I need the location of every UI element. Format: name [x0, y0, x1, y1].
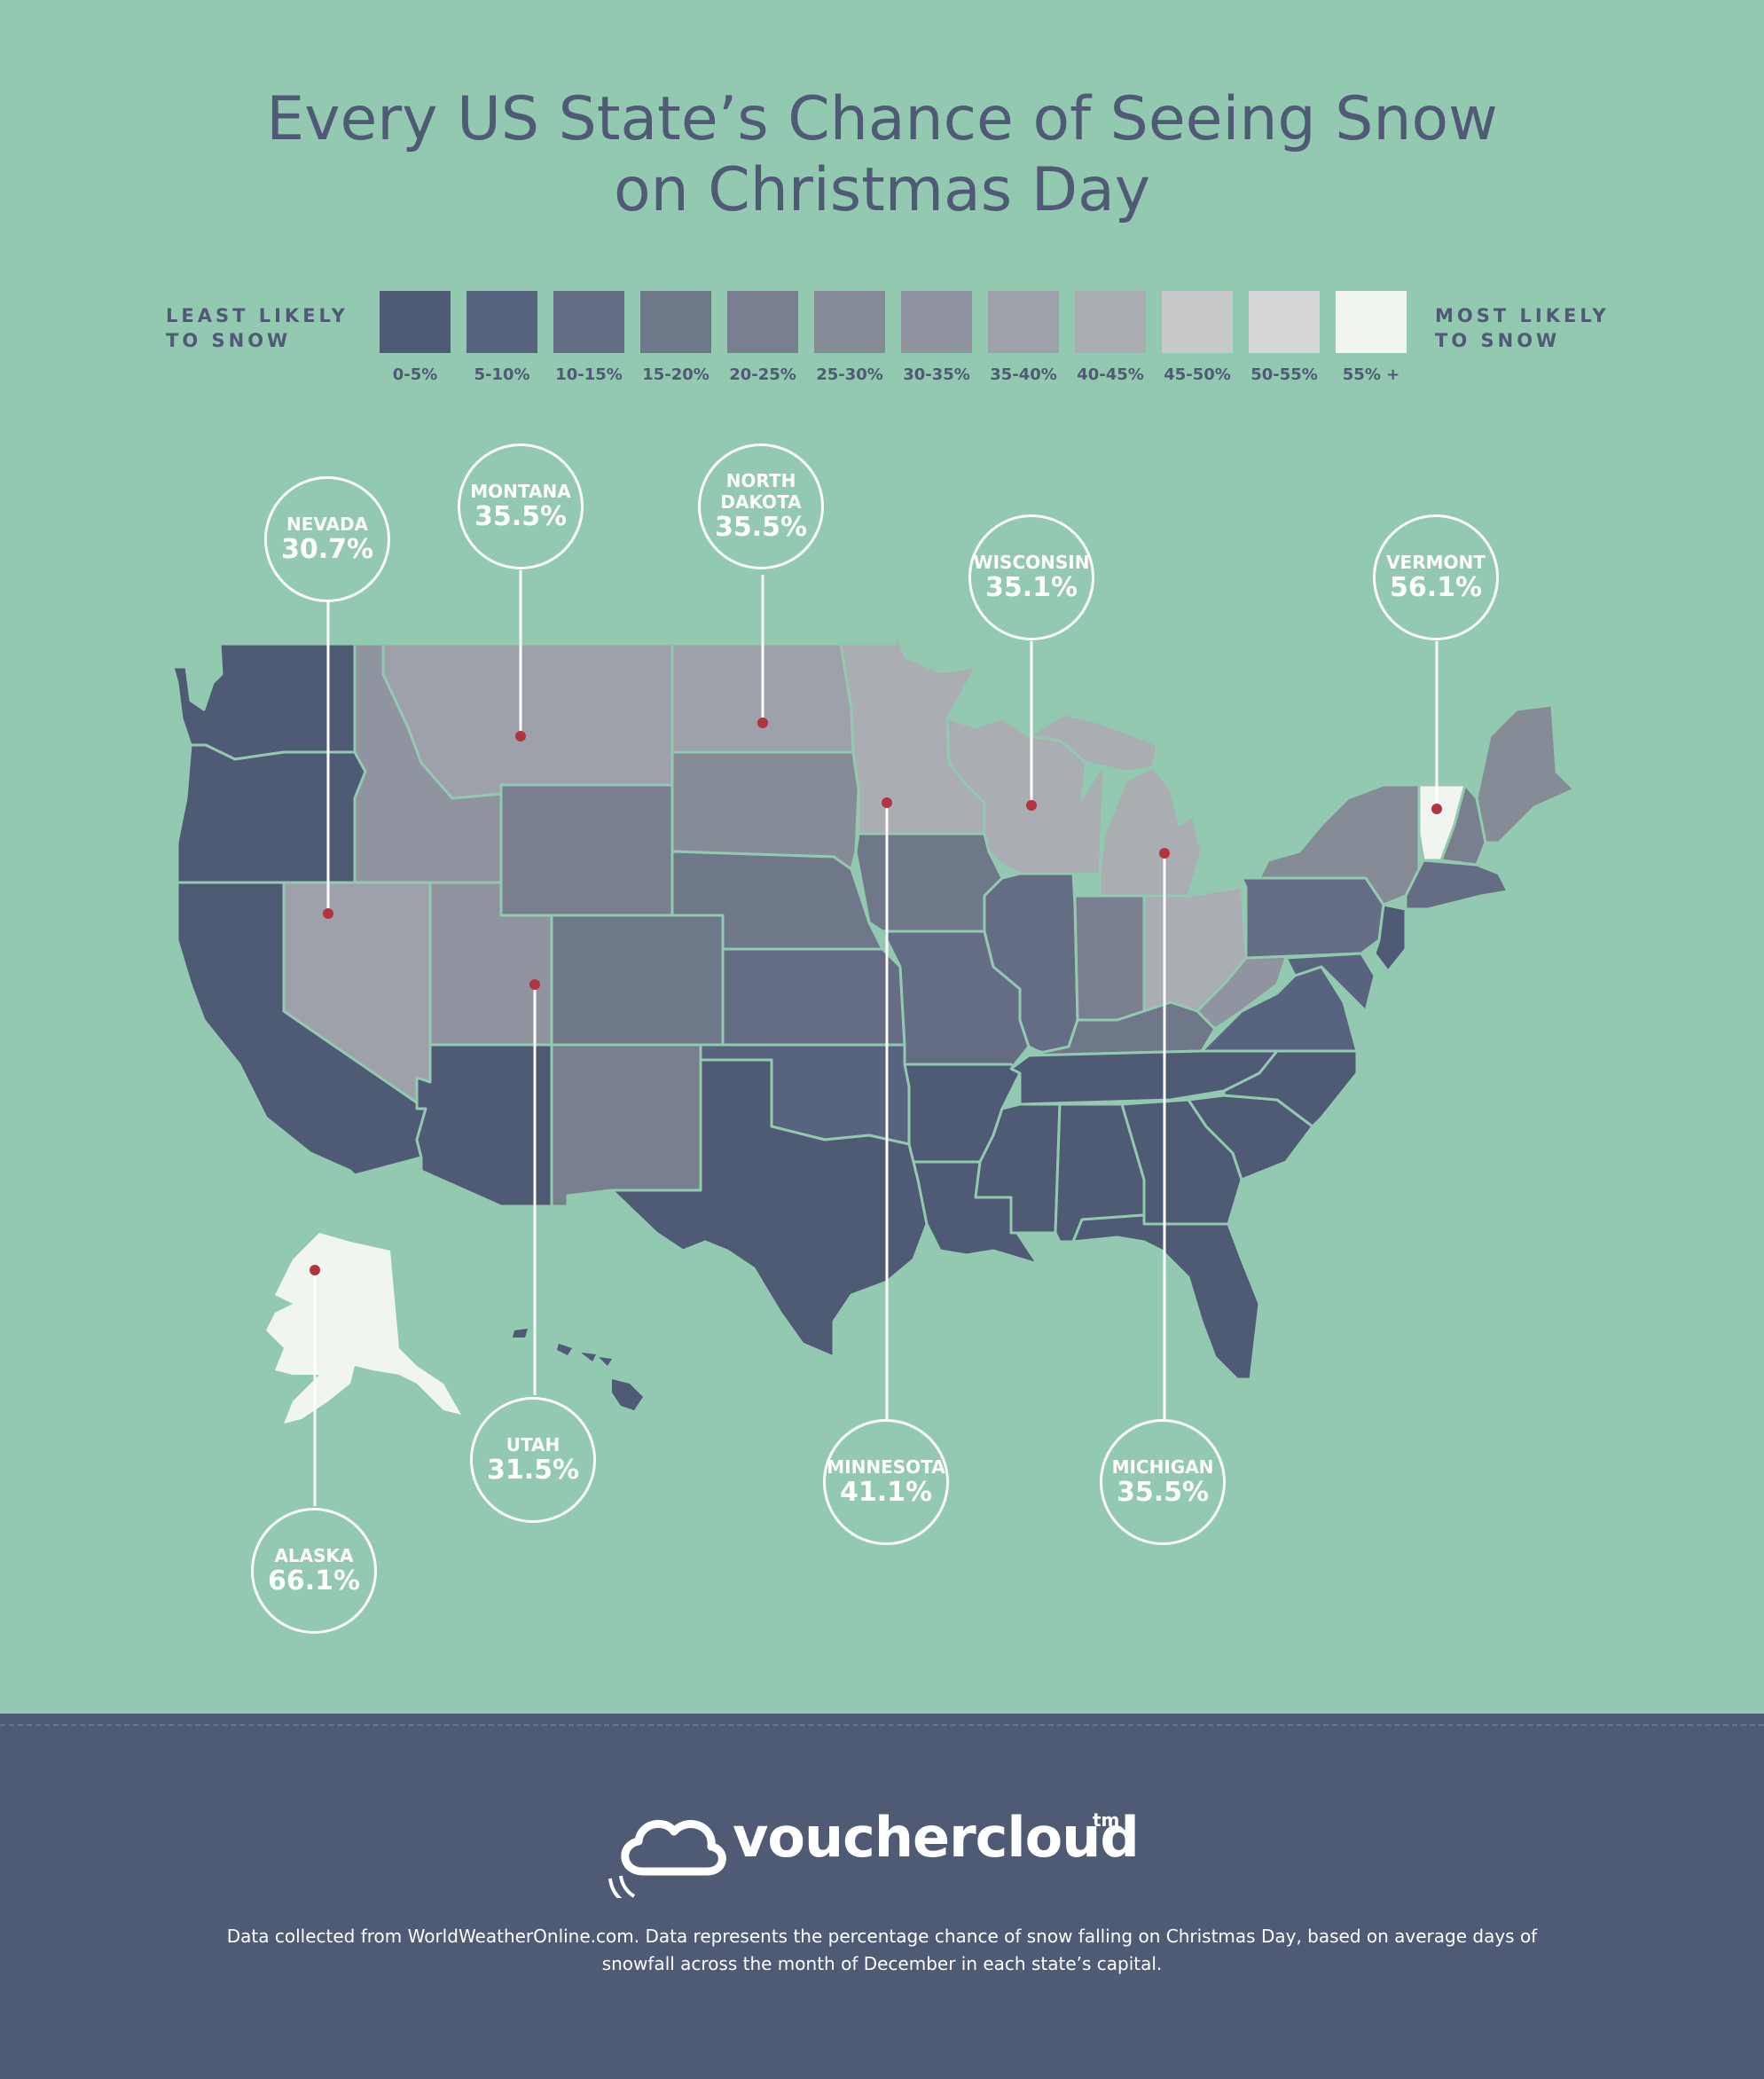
legend-swatch	[901, 291, 972, 353]
state-alaska	[266, 1233, 461, 1424]
state-kentucky	[1027, 1000, 1217, 1057]
legend-most-label: MOST LIKELY TO SNOW	[1435, 305, 1610, 351]
legend-swatch-label: 55% +	[1342, 365, 1400, 384]
legend-least-label: LEAST LIKELY TO SNOW	[166, 305, 349, 351]
title-line-2: on Christmas Day	[613, 155, 1151, 225]
legend-swatch-label: 50-55%	[1250, 365, 1318, 384]
legend-swatch-label: 35-40%	[990, 365, 1057, 384]
state-iowa	[854, 832, 1004, 933]
legend-swatch-label: 45-50%	[1164, 365, 1231, 384]
legend-swatch-label: 40-45%	[1077, 365, 1144, 384]
legend-swatch-label: 10-15%	[555, 365, 623, 384]
footer-divider	[0, 1724, 1764, 1726]
state-arizona	[415, 1043, 553, 1208]
state-new-mexico	[550, 1043, 702, 1208]
marker-alaska	[310, 1265, 320, 1275]
state-michigan	[1098, 765, 1203, 898]
legend-swatch	[466, 291, 537, 353]
state-kansas	[721, 947, 906, 1047]
legend-swatch	[1249, 291, 1320, 353]
legend-swatch-label: 5-10%	[474, 365, 530, 384]
state-michigan-upper	[1027, 712, 1159, 773]
cloud-logo-icon	[608, 1820, 726, 1898]
legend-swatch	[553, 291, 624, 353]
callout-minnesota: MINNESOTA 41.1%	[823, 1419, 949, 1545]
legend-swatch	[1336, 291, 1407, 353]
marker-minnesota	[882, 797, 892, 808]
title-line-1: Every US State’s Chance of Seeing Snow	[266, 84, 1498, 154]
callout-utah: UTAH 31.5%	[470, 1397, 596, 1523]
marker-montana	[515, 731, 526, 741]
us-map	[171, 570, 1576, 1506]
state-massachusetts	[1404, 859, 1509, 911]
state-wyoming	[499, 783, 674, 917]
state-north-carolina	[1222, 1049, 1359, 1128]
state-florida	[1071, 1213, 1261, 1381]
state-maine	[1475, 703, 1576, 844]
state-hawaii	[513, 1329, 643, 1410]
page-title: Every US State’s Chance of Seeing Snow o…	[0, 84, 1764, 226]
state-texas	[610, 1058, 929, 1359]
legend-swatch-label: 0-5%	[392, 365, 438, 384]
data-source-note: Data collected from WorldWeatherOnline.c…	[226, 1926, 1538, 1974]
callout-wisconsin: WISCONSIN 35.1%	[968, 514, 1094, 640]
callout-montana: MONTANA 35.5%	[458, 443, 584, 569]
state-colorado	[550, 914, 725, 1047]
callout-michigan: MICHIGAN 35.5%	[1100, 1419, 1226, 1545]
legend-swatch	[814, 291, 885, 353]
brand-trademark: tm	[1093, 1809, 1120, 1831]
state-maryland	[1284, 952, 1376, 1013]
legend-swatch-label: 25-30%	[816, 365, 883, 384]
legend-swatch	[1075, 291, 1146, 353]
state-indiana	[1073, 894, 1146, 1022]
legend-swatch-label: 15-20%	[642, 365, 710, 384]
legend-swatch	[380, 291, 451, 353]
marker-wisconsin	[1026, 800, 1037, 811]
brand-name: vouchercloud	[733, 1805, 1140, 1870]
marker-nevada	[323, 908, 333, 919]
state-pennsylvania	[1240, 876, 1385, 960]
legend-swatch-label: 20-25%	[729, 365, 796, 384]
callout-north-dakota: NORTH DAKOTA 35.5%	[698, 443, 824, 569]
marker-utah	[529, 979, 540, 990]
callout-alaska: ALASKA 66.1%	[251, 1508, 377, 1634]
marker-north-dakota	[757, 718, 768, 728]
state-oregon	[176, 743, 367, 884]
callout-nevada: NEVADA 30.7%	[264, 476, 390, 602]
marker-michigan	[1159, 848, 1170, 859]
legend-swatch	[1162, 291, 1233, 353]
callout-vermont: VERMONT 56.1%	[1373, 514, 1499, 640]
legend-swatch-label: 30-35%	[903, 365, 970, 384]
legend-swatch	[727, 291, 798, 353]
legend-swatch	[988, 291, 1059, 353]
legend-swatch	[640, 291, 711, 353]
marker-vermont	[1431, 804, 1442, 814]
footer	[0, 1714, 1764, 2079]
